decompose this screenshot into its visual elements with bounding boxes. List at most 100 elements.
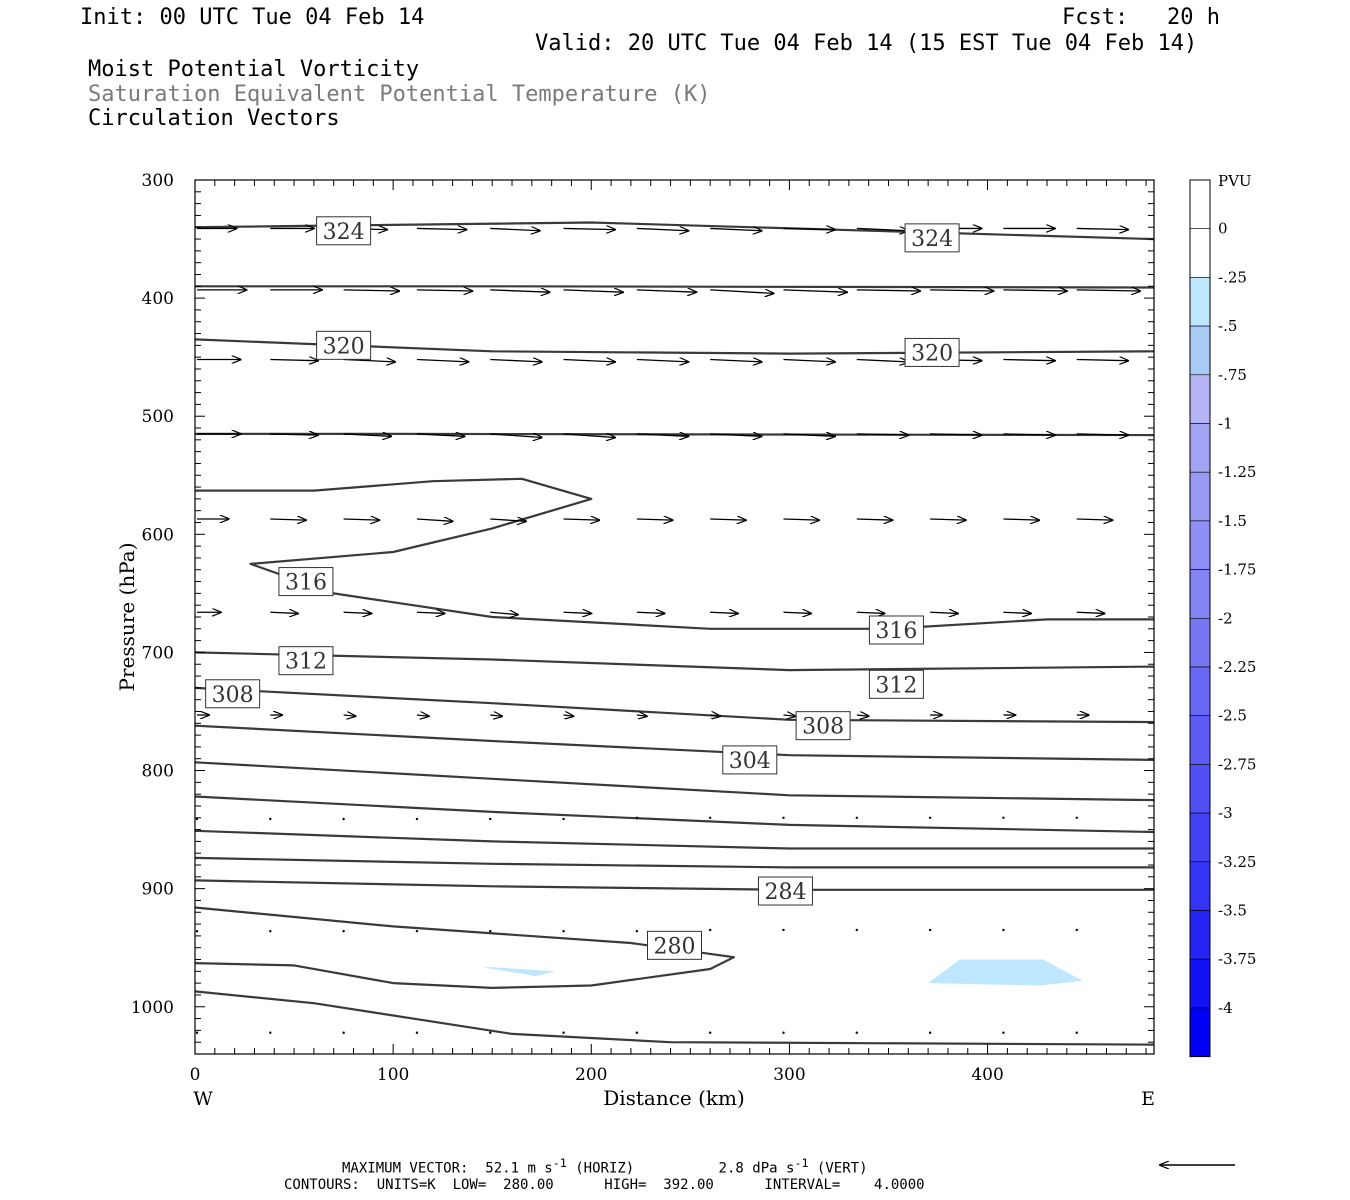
circulation-vector <box>563 290 623 292</box>
y-tick-label: 1000 <box>131 998 174 1018</box>
contour-label: 320 <box>323 334 365 359</box>
forecast-label: Fcst: <box>1062 5 1129 30</box>
colorbar-label: 0 <box>1218 220 1228 238</box>
theta-es-contour <box>194 724 1155 761</box>
contour-label-box <box>868 669 924 699</box>
colorbar-label: -3 <box>1218 804 1233 822</box>
circulation-vector <box>343 715 356 716</box>
y-tick-label: 500 <box>142 407 174 427</box>
colorbar-bin <box>1189 617 1211 668</box>
circulation-vector <box>1076 434 1128 435</box>
circulation-vector <box>342 817 345 821</box>
colorbar-label: -2.25 <box>1218 658 1256 676</box>
circulation-vector <box>1075 928 1078 932</box>
circulation-vector <box>855 928 859 932</box>
circulation-vector <box>270 519 306 520</box>
circulation-vector <box>930 612 958 613</box>
circulation-vector <box>782 928 785 932</box>
contour-label-box <box>757 876 813 906</box>
horiz-max-value: 52.1 <box>485 1160 520 1177</box>
vert-unit: dPa s <box>752 1160 795 1177</box>
contour-label: 316 <box>875 619 917 644</box>
circulation-vector <box>1076 290 1140 291</box>
x-axis-title: Distance (km) <box>603 1086 745 1110</box>
circulation-vector <box>416 715 429 716</box>
circulation-vector <box>783 434 834 436</box>
colorbar-bin <box>1189 764 1211 814</box>
colorbar-bin <box>1189 1007 1211 1057</box>
circulation-vector <box>1076 519 1113 520</box>
circulation-vector <box>415 817 419 821</box>
circulation-vector <box>563 434 615 438</box>
max-vector-line: MAXIMUM VECTOR: 52.1 m s-1 (HORIZ) 2.8 d… <box>342 1156 868 1177</box>
colorbar-bin <box>1189 228 1211 278</box>
colorbar-label: -2.75 <box>1218 755 1256 773</box>
colorbar-bin <box>1189 715 1211 765</box>
circulation-vector <box>343 434 392 436</box>
circulation-vector <box>563 612 592 613</box>
y-axis-title: Pressure (hPa) <box>115 543 139 692</box>
circulation-vector <box>636 519 673 520</box>
circulation-vector <box>783 612 811 613</box>
circulation-vector <box>490 290 549 292</box>
contour-label-box <box>316 330 372 360</box>
circulation-vector <box>489 817 492 821</box>
circulation-vector <box>783 519 819 520</box>
colorbar-label: -.75 <box>1218 366 1247 384</box>
circulation-vector <box>1003 434 1054 435</box>
circulation-vector <box>635 929 639 933</box>
contour-label: 324 <box>323 220 365 245</box>
colorbar-bin <box>1189 471 1211 522</box>
circulation-vector <box>490 715 502 716</box>
colorbar-label: -3.25 <box>1218 853 1256 871</box>
circulation-vector <box>563 519 600 520</box>
plot-frame <box>194 179 1155 1055</box>
circulation-vector <box>708 928 712 932</box>
x-axis-east-label: E <box>1141 1088 1155 1110</box>
contour-label-box <box>904 337 960 367</box>
contour-label: 284 <box>764 880 806 905</box>
circulation-vector <box>343 360 395 362</box>
circulation-vector <box>1076 360 1128 361</box>
circulation-vector <box>636 612 665 613</box>
circulation-vector <box>270 360 318 361</box>
y-tick-label: 900 <box>142 880 174 900</box>
circulation-vector <box>563 360 615 362</box>
circulation-vector <box>1003 612 1031 613</box>
circulation-vector <box>710 519 746 520</box>
theta-es-contour <box>194 829 1154 850</box>
circulation-vector <box>489 929 492 933</box>
circulation-vector <box>710 228 761 230</box>
circulation-vector <box>710 715 720 716</box>
circulation-vector <box>930 290 993 291</box>
circulation-vector <box>195 929 199 933</box>
field-title-mpv: Moist Potential Vorticity <box>88 57 420 82</box>
circulation-vector <box>1003 360 1054 361</box>
colorbar-bin <box>1189 374 1211 424</box>
colorbar-label: -1.5 <box>1218 512 1247 530</box>
contour-label: 312 <box>875 673 917 698</box>
vert-tag: (VERT) <box>816 1160 868 1177</box>
circulation-vector <box>856 290 920 291</box>
x-tick-label: 300 <box>773 1065 805 1085</box>
circulation-vector <box>1002 1031 1005 1034</box>
circulation-vector <box>416 360 468 362</box>
valid-time: Valid: 20 UTC Tue 04 Feb 14 (15 EST Tue … <box>535 31 1198 56</box>
init-time: Init: 00 UTC Tue 04 Feb 14 <box>80 5 425 30</box>
y-tick-label: 800 <box>142 762 174 782</box>
colorbar-title: PVU <box>1218 172 1252 190</box>
colorbar-label: -3.75 <box>1218 950 1256 968</box>
colorbar-label: -1.75 <box>1218 561 1256 579</box>
theta-es-contour <box>195 285 1155 289</box>
circulation-vector <box>342 929 345 933</box>
circulation-vector <box>1076 228 1128 229</box>
circulation-vector <box>1076 612 1105 613</box>
horiz-tag: (HORIZ) <box>575 1160 635 1177</box>
circulation-vector <box>563 715 574 716</box>
x-tick-label: 100 <box>377 1065 409 1085</box>
y-tick-label: 300 <box>142 171 174 191</box>
circulation-vector <box>708 816 712 819</box>
circulation-vector <box>635 1031 639 1034</box>
x-tick-label: 0 <box>190 1065 201 1085</box>
circulation-vector <box>416 519 453 521</box>
